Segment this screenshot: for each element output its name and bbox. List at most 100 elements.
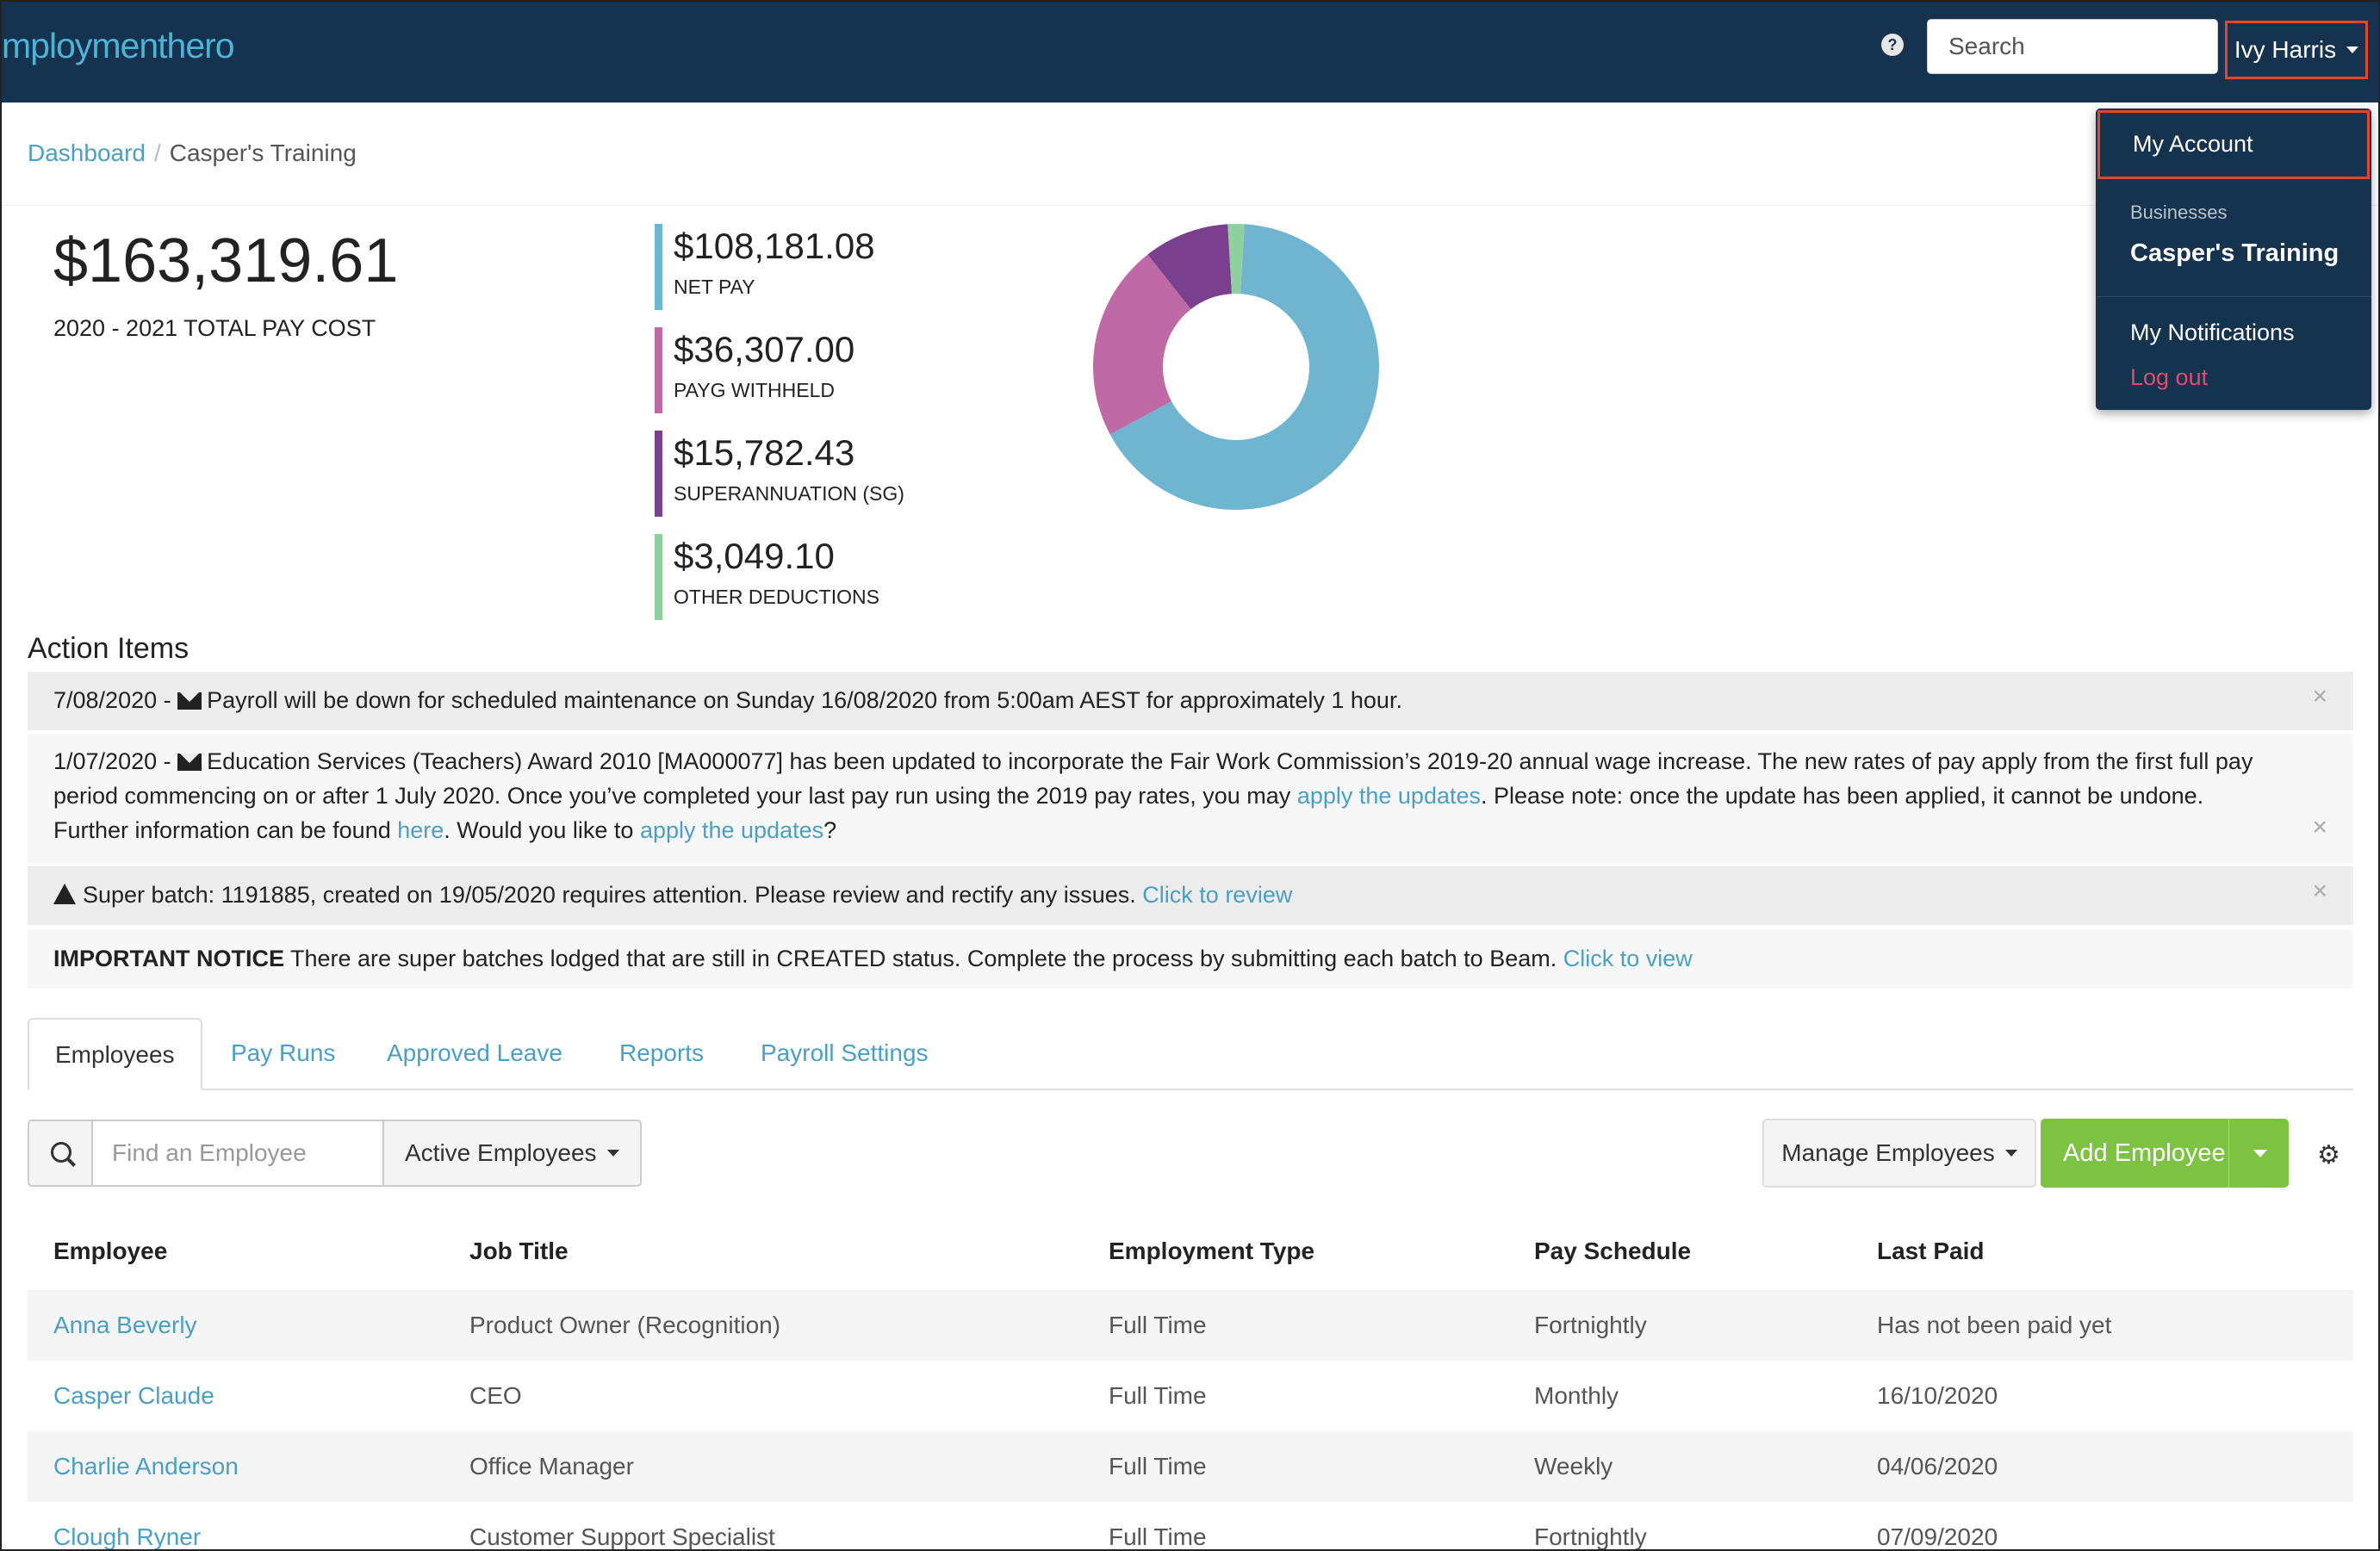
- employee-name-link[interactable]: Charlie Anderson: [53, 1453, 239, 1480]
- chevron-down-icon: [2253, 1150, 2267, 1157]
- tab-employees[interactable]: Employees: [28, 1018, 202, 1090]
- column-header-employment-type[interactable]: Employment Type: [1109, 1238, 1315, 1264]
- column-header-pay-schedule[interactable]: Pay Schedule: [1534, 1238, 1692, 1264]
- donut-slice-net-pay[interactable]: [1109, 224, 1379, 510]
- chevron-down-icon: [2346, 47, 2359, 53]
- pay-cost-donut-chart: [1093, 224, 1379, 510]
- stat-value: $36,307.00: [674, 329, 855, 369]
- stat-value: $3,049.10: [674, 536, 835, 576]
- job-title-cell: Product Owner (Recognition): [469, 1312, 781, 1338]
- table-row[interactable]: Clough Ryner Customer Support Specialist…: [28, 1502, 2353, 1550]
- employee-status-filter[interactable]: Active Employees: [384, 1120, 642, 1187]
- table-row[interactable]: Anna Beverly Product Owner (Recognition)…: [28, 1290, 2353, 1361]
- stat-net-pay: $108,181.08 NET PAY: [655, 224, 913, 310]
- find-employee-input[interactable]: [93, 1120, 384, 1187]
- add-employee-label: Add Employee: [2063, 1139, 2226, 1167]
- action-items-heading: Action Items: [28, 632, 190, 665]
- employment-type-cell: Full Time: [1109, 1523, 1207, 1550]
- breadcrumb-dashboard-link[interactable]: Dashboard: [28, 140, 146, 166]
- breadcrumb-separator: /: [153, 140, 161, 166]
- manage-employees-button[interactable]: Manage Employees: [1762, 1119, 2036, 1188]
- search-icon-handle: [67, 1158, 76, 1167]
- action-item: Super batch: 1191885, created on 19/05/2…: [28, 866, 2353, 925]
- logout-menu-item[interactable]: Log out: [2130, 364, 2209, 390]
- donut-slice-other-deductions[interactable]: [1227, 224, 1245, 295]
- businesses-label: Businesses: [2130, 202, 2228, 223]
- click-to-view-link[interactable]: Click to view: [1563, 946, 1693, 971]
- close-icon[interactable]: ×: [2312, 877, 2327, 905]
- stat-label: SUPERANNUATION (SG): [674, 482, 904, 505]
- tab-approved-leave[interactable]: Approved Leave: [387, 1039, 562, 1066]
- chevron-down-icon: [606, 1150, 619, 1157]
- add-employee-button[interactable]: Add Employee: [2041, 1119, 2289, 1188]
- tab-reports[interactable]: Reports: [619, 1039, 705, 1066]
- donut-slice-superannuation-sg[interactable]: [1147, 224, 1233, 310]
- tab-bar: Employees Pay Runs Approved Leave Report…: [28, 1018, 2353, 1090]
- breadcrumb-current: Casper's Training: [169, 140, 357, 166]
- legend-color-bar: [655, 431, 662, 517]
- job-title-cell: CEO: [469, 1382, 522, 1409]
- column-header-last-paid[interactable]: Last Paid: [1877, 1238, 1985, 1264]
- donut-slice-payg-withheld[interactable]: [1093, 254, 1191, 435]
- action-item-message: . Please note: once the update has been …: [53, 783, 2204, 843]
- stat-label: NET PAY: [674, 276, 755, 298]
- stat-superannuation: $15,782.43 SUPERANNUATION (SG): [655, 431, 913, 517]
- action-item-date: 7/08/2020 -: [53, 687, 171, 713]
- action-item-text: IMPORTANT NOTICE There are super batches…: [53, 941, 2284, 976]
- pay-schedule-cell: Weekly: [1534, 1453, 1613, 1480]
- employment-type-cell: Full Time: [1109, 1453, 1207, 1480]
- tab-payroll-settings[interactable]: Payroll Settings: [761, 1039, 929, 1066]
- action-item-message: . Would you like to: [444, 817, 634, 843]
- total-pay-cost: $163,319.61: [53, 226, 399, 295]
- manage-employees-label: Manage Employees: [1781, 1139, 1995, 1166]
- action-item-message: Super batch: 1191885, created on 19/05/2…: [83, 882, 1136, 908]
- employee-name-link[interactable]: Anna Beverly: [53, 1312, 197, 1338]
- breadcrumb: Dashboard / Casper's Training: [28, 140, 357, 167]
- stat-value: $15,782.43: [674, 432, 855, 473]
- legend-color-bar: [655, 224, 662, 310]
- click-to-review-link[interactable]: Click to review: [1142, 882, 1293, 908]
- chevron-down-icon: [2004, 1150, 2017, 1157]
- employee-name-link[interactable]: Clough Ryner: [53, 1523, 202, 1550]
- apply-updates-link[interactable]: apply the updates: [1296, 783, 1481, 809]
- here-link[interactable]: here: [397, 817, 444, 843]
- table-row[interactable]: Casper Claude CEO Full Time Monthly 16/1…: [28, 1361, 2353, 1431]
- important-notice-label: IMPORTANT NOTICE: [53, 946, 284, 971]
- pay-schedule-cell: Fortnightly: [1534, 1312, 1647, 1338]
- last-paid-cell: 04/06/2020: [1877, 1453, 1998, 1480]
- total-pay-cost-label: 2020 - 2021 TOTAL PAY COST: [53, 315, 376, 341]
- add-employee-dropdown-toggle[interactable]: [2228, 1119, 2290, 1188]
- action-item-message: Education Services (Teachers) Award 2010…: [53, 748, 2253, 809]
- business-menu-item[interactable]: Casper's Training: [2130, 239, 2340, 267]
- search-icon-glass: [51, 1142, 71, 1163]
- search-input[interactable]: [1927, 19, 2218, 74]
- action-item-text: Super batch: 1191885, created on 19/05/2…: [53, 878, 2284, 912]
- table-row[interactable]: Charlie Anderson Office Manager Full Tim…: [28, 1431, 2353, 1502]
- search-icon[interactable]: [28, 1120, 93, 1187]
- action-item-date: 1/07/2020 -: [53, 748, 171, 774]
- notifications-menu-item[interactable]: My Notifications: [2130, 320, 2295, 345]
- app-logo[interactable]: mploymenthero: [2, 26, 235, 65]
- my-account-menu-item[interactable]: My Account: [2097, 110, 2370, 179]
- gear-icon[interactable]: ⚙: [2317, 1141, 2340, 1169]
- envelope-icon: [177, 754, 202, 771]
- apply-updates-link[interactable]: apply the updates: [639, 817, 824, 843]
- close-icon[interactable]: ×: [2312, 813, 2327, 841]
- close-icon[interactable]: ×: [2312, 682, 2327, 710]
- help-icon[interactable]: ?: [1881, 34, 1904, 56]
- last-paid-cell: Has not been paid yet: [1877, 1312, 2112, 1338]
- top-navbar: mploymenthero ? Ivy Harris: [2, 2, 2378, 102]
- tab-pay-runs[interactable]: Pay Runs: [231, 1039, 336, 1066]
- job-title-cell: Customer Support Specialist: [469, 1523, 775, 1550]
- column-header-job-title[interactable]: Job Title: [469, 1238, 569, 1264]
- legend-color-bar: [655, 327, 662, 413]
- warning-icon: [53, 884, 76, 904]
- menu-divider: [2096, 296, 2371, 297]
- user-menu-button[interactable]: Ivy Harris: [2225, 21, 2368, 79]
- user-name: Ivy Harris: [2234, 36, 2337, 63]
- column-header-employee[interactable]: Employee: [53, 1238, 168, 1264]
- filter-label: Active Employees: [405, 1139, 597, 1166]
- employee-name-link[interactable]: Casper Claude: [53, 1382, 214, 1409]
- stat-value: $108,181.08: [674, 226, 875, 266]
